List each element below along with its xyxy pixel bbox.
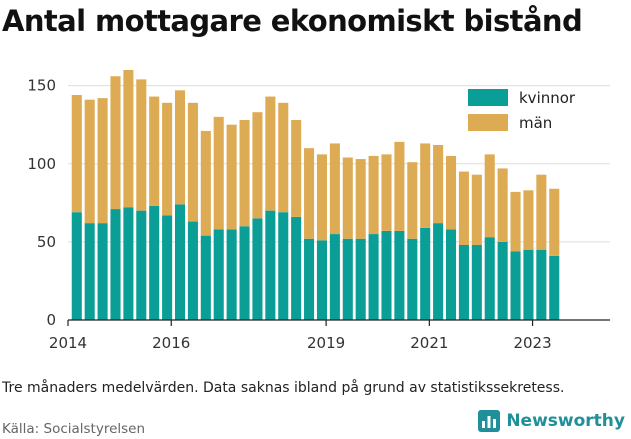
bar-kvinnor: [213, 229, 224, 321]
y-tick-label: 50: [37, 233, 56, 251]
chart-title: Antal mottagare ekonomiskt bistånd: [2, 4, 583, 38]
bar-man: [433, 145, 444, 224]
bar-kvinnor: [149, 205, 160, 320]
bar-kvinnor: [342, 238, 353, 320]
bar-man: [174, 90, 186, 205]
bar-kvinnor: [433, 223, 444, 321]
y-tick-label: 150: [27, 77, 56, 95]
bar-man: [136, 79, 147, 211]
bar-kvinnor: [420, 227, 431, 320]
bar-kvinnor: [162, 215, 173, 320]
legend-swatch-man: [468, 114, 508, 131]
bar-man: [304, 148, 315, 239]
x-tick-label: 2019: [307, 334, 345, 352]
bar-kvinnor: [304, 238, 315, 320]
x-tick-label: 2023: [513, 334, 551, 352]
bar-man: [458, 171, 469, 245]
bar-man: [252, 112, 263, 219]
bar-man: [110, 76, 121, 210]
y-tick-label: 100: [27, 155, 56, 173]
bar-kvinnor: [187, 221, 198, 320]
bar-man: [523, 190, 534, 250]
bar-kvinnor: [471, 245, 482, 320]
bar-man: [265, 96, 276, 211]
chart-area: 0 50 100 150 2014 2016 2019 2021 2023 kvinnor mä…: [27, 70, 610, 352]
bar-kvinnor: [200, 235, 211, 321]
bar-kvinnor: [226, 229, 237, 321]
bar-kvinnor: [458, 245, 469, 320]
bar-man: [329, 143, 340, 235]
bar-man: [381, 154, 392, 231]
axes: 0 50 100 150 2014 2016 2019 2021 2023: [27, 77, 610, 352]
bar-man: [368, 155, 379, 235]
bar-man: [355, 159, 366, 239]
bar-kvinnor: [136, 210, 147, 321]
bar-man: [278, 102, 289, 213]
bar-man: [316, 154, 327, 241]
bars: [71, 70, 560, 321]
bar-kvinnor: [239, 226, 250, 320]
bar-kvinnor: [368, 234, 379, 320]
bar-kvinnor: [110, 209, 121, 320]
bar-man: [549, 188, 560, 256]
bar-man: [162, 102, 173, 216]
brand-name: Newsworthy: [506, 411, 625, 431]
bar-man: [420, 143, 431, 228]
source-note: Källa: Socialstyrelsen: [2, 421, 146, 437]
bar-kvinnor: [407, 238, 418, 320]
bar-kvinnor: [252, 218, 263, 320]
bar-kvinnor: [484, 237, 495, 320]
bar-kvinnor: [174, 204, 186, 321]
bar-kvinnor: [549, 255, 560, 320]
bar-kvinnor: [510, 251, 521, 320]
bar-kvinnor: [291, 216, 302, 321]
bar-man: [213, 116, 224, 230]
bar-kvinnor: [355, 238, 366, 320]
bar-kvinnor: [278, 212, 289, 320]
bar-man: [536, 174, 547, 250]
bar-man: [510, 191, 521, 252]
x-tick-label: 2016: [152, 334, 190, 352]
bar-man: [123, 70, 134, 208]
bar-man: [445, 155, 457, 230]
legend-swatch-kvinnor: [468, 89, 508, 106]
bar-kvinnor: [536, 249, 547, 320]
bar-man: [394, 141, 405, 231]
bar-man: [407, 162, 418, 239]
bar-man: [84, 99, 95, 224]
bar-man: [497, 168, 508, 242]
bar-kvinnor: [71, 212, 82, 320]
legend-label-man: män: [519, 114, 552, 132]
bar-man: [97, 98, 108, 224]
bar-kvinnor: [394, 230, 405, 320]
bar-kvinnor: [497, 241, 508, 321]
bar-kvinnor: [523, 249, 534, 320]
newsworthy-brand[interactable]: Newsworthy: [478, 410, 625, 432]
legend-label-kvinnor: kvinnor: [519, 89, 576, 107]
bar-kvinnor: [316, 240, 327, 320]
bar-man: [226, 124, 237, 230]
bar-kvinnor: [123, 207, 134, 320]
chart-caption: Tre månaders medelvärden. Data saknas ib…: [2, 380, 565, 396]
bar-man: [484, 154, 495, 238]
bar-man: [471, 174, 482, 245]
bar-kvinnor: [97, 223, 108, 321]
bar-man: [342, 157, 353, 239]
y-tick-label: 0: [46, 311, 56, 329]
bar-man: [200, 130, 211, 236]
bar-kvinnor: [445, 229, 457, 321]
bar-chart-logo-icon: [478, 410, 501, 432]
bar-man: [239, 120, 250, 227]
bar-kvinnor: [381, 230, 392, 320]
bar-man: [71, 95, 82, 213]
bar-kvinnor: [84, 223, 95, 321]
bar-man: [187, 102, 198, 222]
x-tick-label: 2021: [410, 334, 448, 352]
bar-man: [291, 120, 302, 217]
legend: kvinnor män: [468, 89, 576, 132]
bar-kvinnor: [329, 234, 340, 320]
bar-kvinnor: [265, 210, 276, 321]
x-tick-label: 2014: [49, 334, 87, 352]
bar-man: [149, 96, 160, 206]
